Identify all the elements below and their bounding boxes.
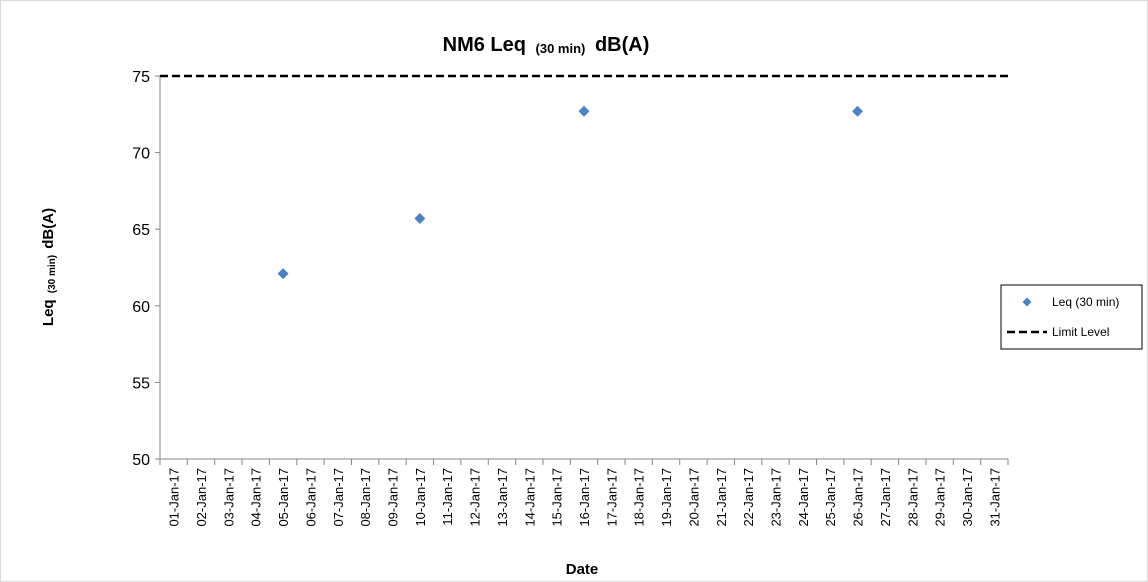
y-tick-label: 75	[132, 69, 150, 86]
y-tick-label: 65	[132, 222, 150, 239]
x-tick-label: 17-Jan-17	[604, 468, 619, 527]
x-tick-label: 11-Jan-17	[440, 468, 455, 526]
x-axis-title: Date	[566, 561, 599, 578]
x-tick-label: 28-Jan-17	[905, 468, 920, 527]
x-tick-label: 20-Jan-17	[686, 468, 701, 527]
y-axis-title-sub: (30 min)	[47, 255, 58, 293]
x-tick-label: 25-Jan-17	[823, 468, 838, 527]
x-tick-label: 26-Jan-17	[851, 468, 866, 527]
data-point-diamond	[578, 105, 590, 117]
legend: Leq (30 min) Limit Level	[1000, 284, 1143, 350]
x-tick-label: 19-Jan-17	[659, 468, 674, 527]
y-axis-title-unit: dB(A)	[40, 208, 57, 249]
x-tick-label: 07-Jan-17	[331, 468, 346, 527]
y-tick-label: 70	[132, 146, 150, 163]
x-tick-label: 30-Jan-17	[960, 468, 975, 527]
x-tick-label: 22-Jan-17	[741, 468, 756, 527]
x-tick-label: 29-Jan-17	[933, 468, 948, 527]
legend-box	[1000, 284, 1143, 350]
y-axis-title-main: Leq	[40, 299, 57, 326]
legend-label: Limit Level	[1052, 325, 1109, 339]
data-point-diamond	[277, 268, 289, 280]
x-tick-label: 31-Jan-17	[987, 468, 1002, 527]
chart-title-sub: (30 min)	[536, 41, 586, 56]
x-tick-label: 12-Jan-17	[468, 468, 483, 527]
chart-title: NM6 Leq (30 min) dB(A)	[443, 34, 650, 58]
x-tick-label: 24-Jan-17	[796, 468, 811, 527]
chart-title-unit: dB(A)	[595, 34, 649, 56]
x-tick-label: 08-Jan-17	[358, 468, 373, 527]
x-tick-label: 23-Jan-17	[768, 468, 783, 527]
x-tick-label: 21-Jan-17	[714, 468, 729, 527]
x-tick-label: 18-Jan-17	[632, 468, 647, 527]
chart-title-main: NM6 Leq	[443, 34, 526, 56]
x-tick-label: 05-Jan-17	[276, 468, 291, 527]
legend-diamond-swatch	[1022, 297, 1032, 307]
x-tick-label: 09-Jan-17	[386, 468, 401, 527]
y-tick-label: 55	[132, 375, 150, 392]
x-tick-label: 03-Jan-17	[221, 468, 236, 527]
y-tick-label: 60	[132, 299, 150, 316]
x-tick-label: 13-Jan-17	[495, 468, 510, 527]
legend-label: Leq (30 min)	[1052, 295, 1119, 309]
x-tick-label: 15-Jan-17	[550, 468, 565, 527]
y-axis-title: Leq (30 min) dB(A)	[40, 208, 59, 326]
x-tick-label: 04-Jan-17	[249, 468, 264, 527]
data-point-diamond	[852, 105, 864, 117]
x-tick-label: 06-Jan-17	[303, 468, 318, 527]
x-tick-label: 01-Jan-17	[167, 468, 182, 527]
x-tick-label: 16-Jan-17	[577, 468, 592, 527]
x-tick-label: 10-Jan-17	[413, 468, 428, 527]
y-tick-label: 50	[132, 452, 150, 469]
data-point-diamond	[414, 212, 426, 224]
x-tick-label: 27-Jan-17	[878, 468, 893, 527]
x-tick-label: 14-Jan-17	[522, 468, 537, 527]
x-tick-label: 02-Jan-17	[194, 468, 209, 527]
